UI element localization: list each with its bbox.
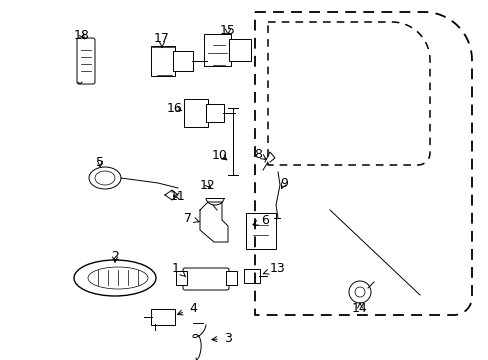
Text: 6: 6 <box>252 213 268 226</box>
FancyBboxPatch shape <box>228 39 250 61</box>
Text: 4: 4 <box>177 302 197 315</box>
FancyBboxPatch shape <box>151 46 175 76</box>
Text: 2: 2 <box>111 251 119 264</box>
Ellipse shape <box>89 167 121 189</box>
Ellipse shape <box>348 281 370 303</box>
FancyBboxPatch shape <box>173 51 193 71</box>
Text: 11: 11 <box>170 189 185 202</box>
Ellipse shape <box>74 260 156 296</box>
FancyBboxPatch shape <box>77 38 95 84</box>
Text: 12: 12 <box>200 179 215 192</box>
FancyBboxPatch shape <box>225 271 237 285</box>
Ellipse shape <box>354 287 364 297</box>
Text: 5: 5 <box>96 156 104 168</box>
Text: 9: 9 <box>280 176 287 189</box>
FancyBboxPatch shape <box>245 213 275 249</box>
Text: 7: 7 <box>183 212 199 225</box>
Text: 16: 16 <box>167 102 183 114</box>
Text: 17: 17 <box>154 32 170 48</box>
Text: 18: 18 <box>74 28 90 41</box>
Text: 3: 3 <box>211 332 231 345</box>
FancyBboxPatch shape <box>183 99 207 127</box>
Ellipse shape <box>95 171 115 185</box>
Text: 1: 1 <box>172 261 185 277</box>
FancyBboxPatch shape <box>151 309 175 325</box>
FancyBboxPatch shape <box>244 269 260 283</box>
FancyBboxPatch shape <box>176 271 186 285</box>
Text: 13: 13 <box>263 261 285 274</box>
FancyBboxPatch shape <box>203 34 230 66</box>
Ellipse shape <box>88 267 148 289</box>
Text: 8: 8 <box>253 148 265 161</box>
Text: 14: 14 <box>351 302 367 315</box>
Text: 10: 10 <box>212 149 227 162</box>
Text: 15: 15 <box>220 23 235 36</box>
FancyBboxPatch shape <box>183 268 228 290</box>
FancyBboxPatch shape <box>205 104 224 122</box>
